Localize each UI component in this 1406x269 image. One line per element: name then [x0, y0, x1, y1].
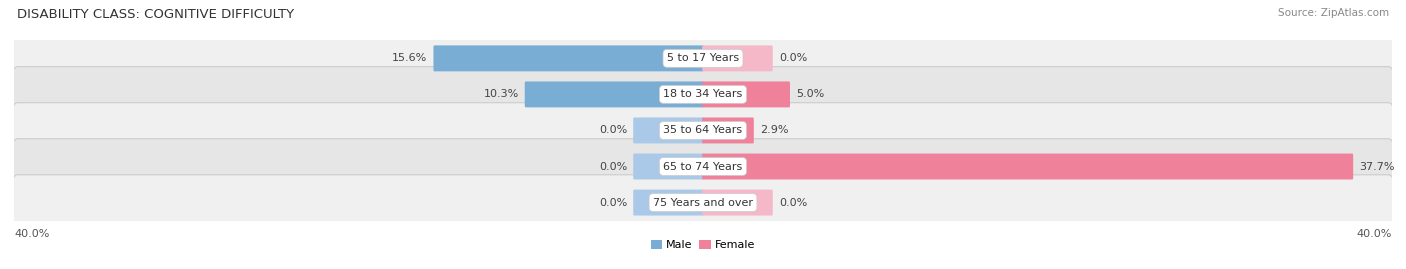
Text: 0.0%: 0.0% [779, 197, 807, 208]
Text: 0.0%: 0.0% [599, 197, 627, 208]
FancyBboxPatch shape [13, 31, 1393, 86]
FancyBboxPatch shape [633, 118, 704, 143]
FancyBboxPatch shape [633, 154, 704, 179]
Text: DISABILITY CLASS: COGNITIVE DIFFICULTY: DISABILITY CLASS: COGNITIVE DIFFICULTY [17, 8, 294, 21]
Text: 40.0%: 40.0% [1357, 228, 1392, 239]
Text: 35 to 64 Years: 35 to 64 Years [664, 125, 742, 136]
Legend: Male, Female: Male, Female [647, 235, 759, 255]
Text: 0.0%: 0.0% [599, 125, 627, 136]
FancyBboxPatch shape [702, 45, 773, 71]
FancyBboxPatch shape [524, 82, 704, 107]
Text: 0.0%: 0.0% [599, 161, 627, 172]
FancyBboxPatch shape [633, 190, 704, 215]
FancyBboxPatch shape [702, 118, 754, 143]
Text: 10.3%: 10.3% [484, 89, 519, 100]
Text: 65 to 74 Years: 65 to 74 Years [664, 161, 742, 172]
FancyBboxPatch shape [13, 67, 1393, 122]
FancyBboxPatch shape [13, 103, 1393, 158]
Text: Source: ZipAtlas.com: Source: ZipAtlas.com [1278, 8, 1389, 18]
FancyBboxPatch shape [702, 190, 773, 215]
Text: 5 to 17 Years: 5 to 17 Years [666, 53, 740, 63]
Text: 0.0%: 0.0% [779, 53, 807, 63]
Text: 2.9%: 2.9% [759, 125, 789, 136]
Text: 40.0%: 40.0% [14, 228, 49, 239]
Text: 37.7%: 37.7% [1360, 161, 1395, 172]
FancyBboxPatch shape [702, 154, 1353, 179]
Text: 75 Years and over: 75 Years and over [652, 197, 754, 208]
FancyBboxPatch shape [13, 175, 1393, 230]
Text: 18 to 34 Years: 18 to 34 Years [664, 89, 742, 100]
Text: 15.6%: 15.6% [392, 53, 427, 63]
FancyBboxPatch shape [433, 45, 704, 71]
Text: 5.0%: 5.0% [796, 89, 824, 100]
FancyBboxPatch shape [13, 139, 1393, 194]
FancyBboxPatch shape [702, 82, 790, 107]
